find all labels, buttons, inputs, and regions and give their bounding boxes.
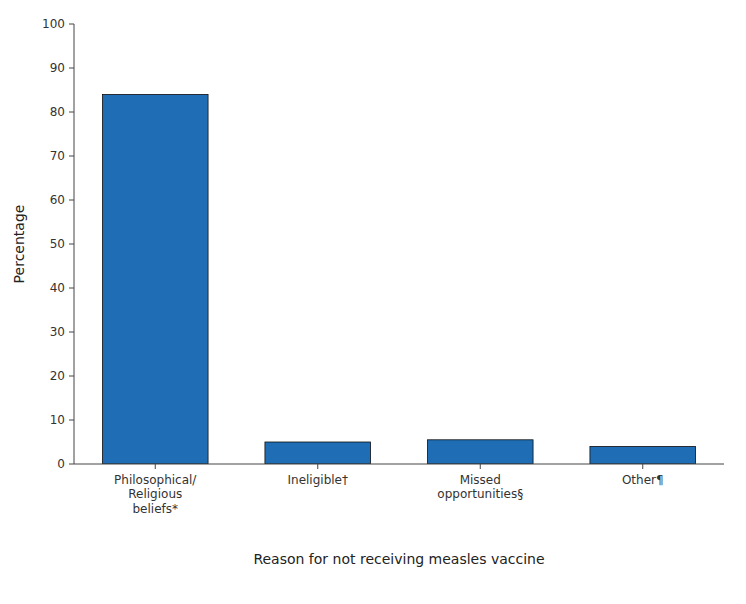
y-tick-label: 60 [50, 193, 65, 207]
y-tick-label: 40 [50, 281, 65, 295]
y-tick [69, 332, 74, 333]
x-tick-label: Missedopportunities§ [437, 473, 523, 501]
x-tick [642, 464, 643, 469]
y-tick [69, 464, 74, 465]
y-tick-label: 10 [50, 413, 65, 427]
y-tick-label: 0 [57, 457, 65, 471]
y-tick [69, 288, 74, 289]
y-tick [69, 156, 74, 157]
x-tick [155, 464, 156, 469]
chart-svg: 0 10 20 30 40 50 60 70 80 90 100 Philosophical/Reli… [0, 0, 746, 604]
y-tick [69, 24, 74, 25]
x-tick [317, 464, 318, 469]
y-axis-title: Percentage [11, 205, 27, 284]
y-tick-label: 30 [50, 325, 65, 339]
bar [427, 440, 533, 464]
y-tick [69, 376, 74, 377]
y-tick-label: 20 [50, 369, 65, 383]
bar [265, 442, 371, 464]
x-tick-label: Ineligible† [288, 473, 348, 487]
chart-container: 0 10 20 30 40 50 60 70 80 90 100 Philosophical/Reli… [0, 0, 746, 604]
y-tick [69, 112, 74, 113]
bar [590, 446, 696, 464]
bars [102, 94, 695, 464]
y-tick [69, 244, 74, 245]
bar [102, 94, 208, 464]
y-tick [69, 420, 74, 421]
x-tick-label: Philosophical/Religiousbeliefs* [114, 473, 197, 516]
y-tick-label: 70 [50, 149, 65, 163]
x-tick [480, 464, 481, 469]
x-axis-line [74, 464, 724, 465]
y-axis: 0 10 20 30 40 50 60 70 80 90 100 [42, 17, 74, 471]
x-axis-title: Reason for not receiving measles vaccine [253, 551, 544, 567]
y-tick [69, 68, 74, 69]
y-tick-label: 100 [42, 17, 65, 31]
y-tick-label: 90 [50, 61, 65, 75]
x-axis: Philosophical/Religiousbeliefs* Ineligibl… [74, 464, 724, 516]
y-tick-label: 50 [50, 237, 65, 251]
y-tick [69, 200, 74, 201]
x-tick-label: Other¶ [622, 473, 664, 487]
y-tick-label: 80 [50, 105, 65, 119]
